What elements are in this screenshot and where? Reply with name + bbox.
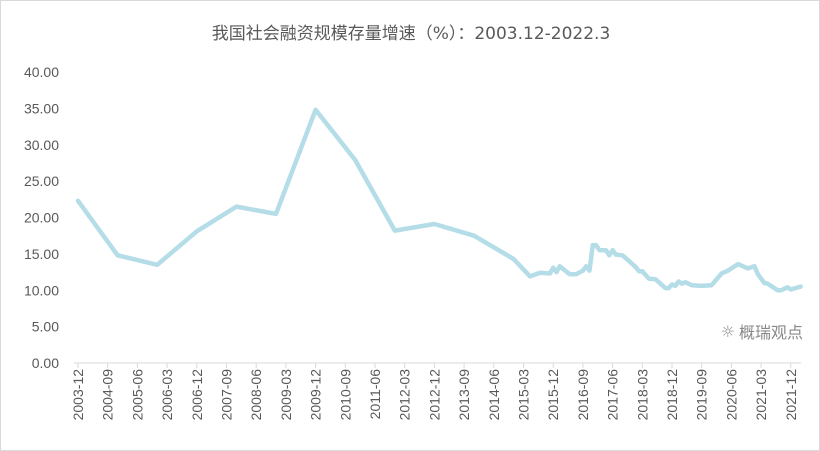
x-tick-label: 2016-09 <box>575 369 591 421</box>
y-tick-label: 20.00 <box>24 210 59 226</box>
y-tick-label: 15.00 <box>24 246 59 262</box>
x-tick-label: 2013-09 <box>456 369 472 421</box>
watermark-text: 概瑞观点 <box>738 323 803 342</box>
y-tick-label: 30.00 <box>24 137 59 153</box>
x-tick-label: 2006-03 <box>159 369 175 421</box>
x-tick-label: 2012-03 <box>397 369 413 421</box>
plot-area <box>75 107 803 293</box>
x-axis: 2003-12 2004-09 2005-06 2006-03 2006-12 2007-… <box>70 362 801 421</box>
x-tick-label: 2020-06 <box>723 369 739 421</box>
y-tick-label: 35.00 <box>24 100 59 116</box>
x-tick-label: 2003-12 <box>70 369 86 421</box>
x-tick-label: 2011-06 <box>367 369 383 420</box>
x-tick-label: 2021-12 <box>783 369 799 421</box>
y-tick-label: 40.00 <box>24 64 59 80</box>
x-tick-label: 2018-12 <box>664 369 680 421</box>
y-axis: 0.00 5.00 10.00 15.00 20.00 25.00 30.00 35.00 40… <box>24 64 59 371</box>
watermark: ☼ 概瑞观点 <box>721 319 803 343</box>
x-tick-label: 2019-09 <box>694 369 710 421</box>
y-tick-label: 0.00 <box>32 355 59 371</box>
x-tick-label: 2006-12 <box>189 369 205 421</box>
series-line <box>75 107 803 293</box>
x-tick-label: 2007-09 <box>219 369 235 421</box>
x-tick-label: 2017-06 <box>605 369 621 421</box>
x-tick-label: 2009-03 <box>278 369 294 421</box>
x-tick-label: 2015-12 <box>545 369 561 421</box>
x-tick-label: 2010-09 <box>337 369 353 421</box>
y-tick-label: 10.00 <box>24 282 59 298</box>
x-tick-label: 2021-03 <box>753 369 769 421</box>
x-tick-label: 2015-03 <box>516 369 532 421</box>
x-tick-label: 2005-06 <box>129 369 145 421</box>
x-tick-label: 2014-06 <box>486 369 502 421</box>
y-tick-label: 25.00 <box>24 173 59 189</box>
x-tick-label: 2012-12 <box>426 369 442 421</box>
x-tick-label: 2018-03 <box>634 369 650 421</box>
x-tick-label: 2008-06 <box>248 369 264 421</box>
wechat-icon: ☼ <box>720 321 735 341</box>
x-tick-label: 2004-09 <box>100 369 116 421</box>
x-tick-label: 2009-12 <box>308 369 324 421</box>
y-tick-label: 5.00 <box>32 319 59 335</box>
chart-title: 我国社会融资规模存量增速（%）：2003.12-2022.3 <box>212 24 611 44</box>
